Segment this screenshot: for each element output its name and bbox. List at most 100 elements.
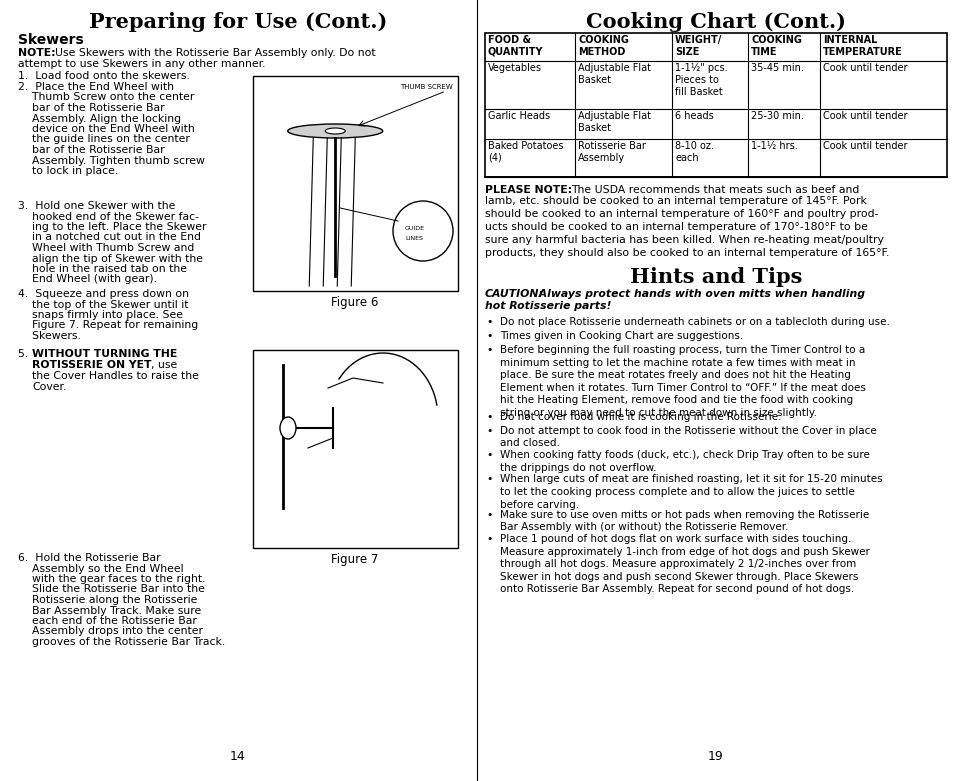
Text: INTERNAL
TEMPERATURE: INTERNAL TEMPERATURE xyxy=(822,35,902,57)
Text: Do not cover food while it is cooking in the Rotisserie.: Do not cover food while it is cooking in… xyxy=(499,412,781,422)
Text: 19: 19 xyxy=(707,750,723,763)
Text: snaps firmly into place. See: snaps firmly into place. See xyxy=(18,310,183,320)
Text: Slide the Rotisserie Bar into the: Slide the Rotisserie Bar into the xyxy=(18,584,205,594)
Text: 35-45 min.: 35-45 min. xyxy=(751,63,803,73)
Text: Garlic Heads: Garlic Heads xyxy=(488,111,550,121)
Text: When cooking fatty foods (duck, etc.), check Drip Tray often to be sure
the drip: When cooking fatty foods (duck, etc.), c… xyxy=(499,450,869,473)
Text: Make sure to use oven mitts or hot pads when removing the Rotisserie
Bar Assembl: Make sure to use oven mitts or hot pads … xyxy=(499,509,868,532)
Text: hooked end of the Skewer fac-: hooked end of the Skewer fac- xyxy=(18,212,199,222)
Text: •: • xyxy=(485,412,492,422)
Text: to lock in place.: to lock in place. xyxy=(18,166,118,176)
Text: Use Skewers with the Rotisserie Bar Assembly only. Do not: Use Skewers with the Rotisserie Bar Asse… xyxy=(55,48,375,58)
Text: LINES: LINES xyxy=(405,236,422,241)
Text: End Wheel (with gear).: End Wheel (with gear). xyxy=(18,274,157,284)
Text: 1-1½ hrs.: 1-1½ hrs. xyxy=(751,141,798,151)
Bar xyxy=(484,33,946,177)
Text: Rotisserie Bar
Assembly: Rotisserie Bar Assembly xyxy=(578,141,645,163)
Ellipse shape xyxy=(280,417,295,439)
Text: attempt to use Skewers in any other manner.: attempt to use Skewers in any other mann… xyxy=(18,59,265,69)
Text: ROTISSERIE ON YET: ROTISSERIE ON YET xyxy=(32,360,152,370)
Text: Assembly. Tighten thumb screw: Assembly. Tighten thumb screw xyxy=(18,155,205,166)
Text: each end of the Rotisserie Bar: each end of the Rotisserie Bar xyxy=(18,616,196,626)
Text: ing to the left. Place the Skewer: ing to the left. Place the Skewer xyxy=(18,222,206,232)
Text: •: • xyxy=(485,475,492,484)
Text: •: • xyxy=(485,426,492,436)
Text: Wheel with Thumb Screw and: Wheel with Thumb Screw and xyxy=(18,243,194,253)
Text: NOTE:: NOTE: xyxy=(18,48,55,58)
Text: Adjustable Flat
Basket: Adjustable Flat Basket xyxy=(578,63,650,85)
Text: Cook until tender: Cook until tender xyxy=(822,141,906,151)
Text: Assembly so the End Wheel: Assembly so the End Wheel xyxy=(18,564,183,573)
Text: When large cuts of meat are finished roasting, let it sit for 15-20 minutes
to l: When large cuts of meat are finished roa… xyxy=(499,475,882,510)
Text: CAUTION:: CAUTION: xyxy=(484,289,543,299)
Text: Rotisserie along the Rotisserie: Rotisserie along the Rotisserie xyxy=(18,595,197,605)
Ellipse shape xyxy=(325,128,345,134)
Text: 6 heads: 6 heads xyxy=(675,111,713,121)
Text: the Cover Handles to raise the: the Cover Handles to raise the xyxy=(32,371,198,381)
Text: Do not place Rotisserie underneath cabinets or on a tablecloth during use.: Do not place Rotisserie underneath cabin… xyxy=(499,317,889,327)
Text: Cover.: Cover. xyxy=(32,382,67,392)
Text: 14: 14 xyxy=(230,750,246,763)
Text: Assembly. Align the locking: Assembly. Align the locking xyxy=(18,113,181,123)
Text: , use: , use xyxy=(151,360,177,370)
Text: in a notched cut out in the End: in a notched cut out in the End xyxy=(18,233,201,242)
Text: lamb, etc. should be cooked to an internal temperature of 145°F. Pork
should be : lamb, etc. should be cooked to an intern… xyxy=(484,196,888,259)
Text: Skewers.: Skewers. xyxy=(18,331,81,341)
Text: •: • xyxy=(485,317,492,327)
Text: THUMB SCREW: THUMB SCREW xyxy=(400,84,453,90)
Text: •: • xyxy=(485,331,492,341)
Text: The USDA recommends that meats such as beef and: The USDA recommends that meats such as b… xyxy=(571,185,859,195)
Text: Times given in Cooking Chart are suggestions.: Times given in Cooking Chart are suggest… xyxy=(499,331,742,341)
Text: WITHOUT TURNING THE: WITHOUT TURNING THE xyxy=(32,349,177,359)
Text: with the gear faces to the right.: with the gear faces to the right. xyxy=(18,574,205,584)
Text: 6.  Hold the Rotisserie Bar: 6. Hold the Rotisserie Bar xyxy=(18,553,160,563)
Text: COOKING
METHOD: COOKING METHOD xyxy=(578,35,628,57)
Text: Baked Potatoes
(4): Baked Potatoes (4) xyxy=(488,141,563,163)
Text: Figure 7: Figure 7 xyxy=(331,553,378,566)
Text: •: • xyxy=(485,509,492,519)
Text: 5.: 5. xyxy=(18,349,35,359)
Text: GUIDE: GUIDE xyxy=(405,226,424,230)
Circle shape xyxy=(393,201,453,261)
Text: Assembly drops into the center: Assembly drops into the center xyxy=(18,626,203,637)
Text: hole in the raised tab on the: hole in the raised tab on the xyxy=(18,264,187,274)
Text: Do not attempt to cook food in the Rotisserie without the Cover in place
and clo: Do not attempt to cook food in the Rotis… xyxy=(499,426,876,448)
Text: Thumb Screw onto the center: Thumb Screw onto the center xyxy=(18,92,194,102)
Text: Before beginning the full roasting process, turn the Timer Control to a
minimum : Before beginning the full roasting proce… xyxy=(499,345,865,418)
Text: 2.  Place the End Wheel with: 2. Place the End Wheel with xyxy=(18,82,173,92)
Text: Always protect hands with oven mitts when handling: Always protect hands with oven mitts whe… xyxy=(535,289,864,299)
Text: •: • xyxy=(485,534,492,544)
Text: Cooking Chart (Cont.): Cooking Chart (Cont.) xyxy=(585,12,845,32)
Text: Skewers: Skewers xyxy=(18,33,84,47)
Text: bar of the Rotisserie Bar: bar of the Rotisserie Bar xyxy=(18,145,165,155)
Text: grooves of the Rotisserie Bar Track.: grooves of the Rotisserie Bar Track. xyxy=(18,637,225,647)
Text: 1.  Load food onto the skewers.: 1. Load food onto the skewers. xyxy=(18,71,190,81)
Text: Figure 6: Figure 6 xyxy=(331,296,378,309)
Bar xyxy=(253,76,457,291)
Text: hot Rotisserie parts!: hot Rotisserie parts! xyxy=(484,301,611,311)
Text: align the tip of Skewer with the: align the tip of Skewer with the xyxy=(18,254,203,263)
Text: 1-1½" pcs.
Pieces to
fill Basket: 1-1½" pcs. Pieces to fill Basket xyxy=(675,63,727,97)
Text: Adjustable Flat
Basket: Adjustable Flat Basket xyxy=(578,111,650,133)
Text: 3.  Hold one Skewer with the: 3. Hold one Skewer with the xyxy=(18,201,175,211)
Text: Cook until tender: Cook until tender xyxy=(822,111,906,121)
Text: COOKING
TIME: COOKING TIME xyxy=(751,35,801,57)
Bar xyxy=(253,350,457,548)
Text: Place 1 pound of hot dogs flat on work surface with sides touching.
Measure appr: Place 1 pound of hot dogs flat on work s… xyxy=(499,534,869,594)
Text: Hints and Tips: Hints and Tips xyxy=(629,267,801,287)
Text: 4.  Squeeze and press down on: 4. Squeeze and press down on xyxy=(18,289,189,299)
Text: bar of the Rotisserie Bar: bar of the Rotisserie Bar xyxy=(18,103,165,113)
Text: the top of the Skewer until it: the top of the Skewer until it xyxy=(18,299,189,309)
Text: Figure 7. Repeat for remaining: Figure 7. Repeat for remaining xyxy=(18,320,198,330)
Text: Cook until tender: Cook until tender xyxy=(822,63,906,73)
Text: 8-10 oz.
each: 8-10 oz. each xyxy=(675,141,713,163)
Text: Vegetables: Vegetables xyxy=(488,63,541,73)
Ellipse shape xyxy=(288,124,382,138)
Text: device on the End Wheel with: device on the End Wheel with xyxy=(18,124,194,134)
Text: Bar Assembly Track. Make sure: Bar Assembly Track. Make sure xyxy=(18,605,201,615)
Text: the guide lines on the center: the guide lines on the center xyxy=(18,134,190,144)
Text: PLEASE NOTE:: PLEASE NOTE: xyxy=(484,185,572,195)
Text: FOOD &
QUANTITY: FOOD & QUANTITY xyxy=(488,35,543,57)
Text: 25-30 min.: 25-30 min. xyxy=(751,111,803,121)
Text: •: • xyxy=(485,345,492,355)
